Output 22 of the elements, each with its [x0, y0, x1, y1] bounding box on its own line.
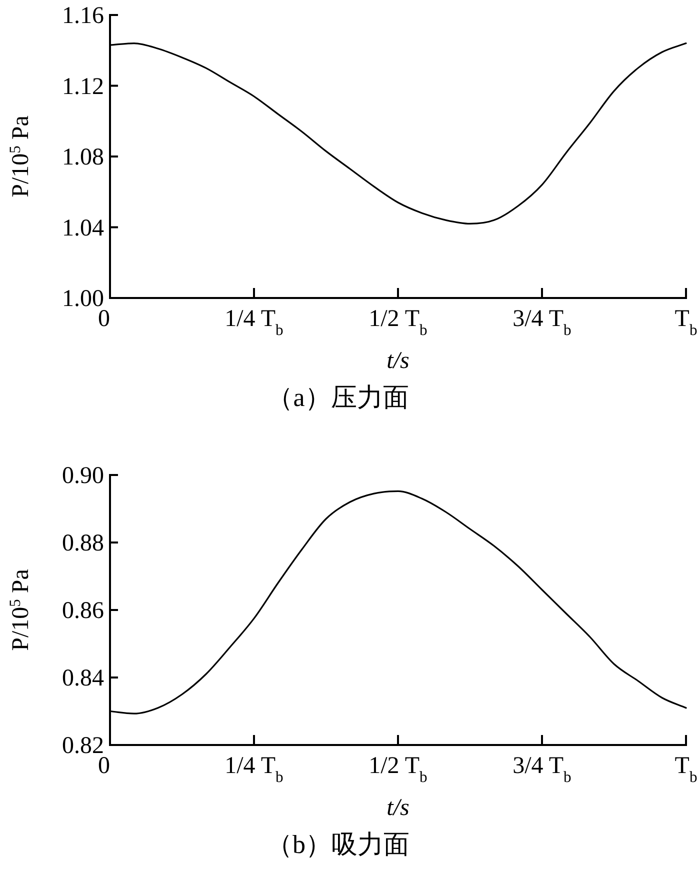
y-tick-label: 0.90 [62, 463, 104, 489]
x-tick-label: T$_{b}$ [674, 306, 698, 338]
x-tick-label: 1/4 T$_{b}$ [224, 753, 284, 786]
text: （b）吸力面 [266, 830, 410, 859]
y-tick-label: 0.86 [62, 598, 104, 624]
x-tick-label: 3/4 T$_{b}$ [512, 306, 572, 338]
x-tick-label: 1/2 T$_{b}$ [368, 306, 428, 338]
y-tick-label: 0.88 [62, 530, 104, 556]
y-tick-label: 1.12 [62, 74, 104, 100]
x-tick-label: 1/2 T$_{b}$ [368, 753, 428, 786]
x-tick-label: 3/4 T$_{b}$ [512, 753, 572, 786]
y-tick-label: 1.04 [62, 215, 104, 242]
x-axis-title: t/s [386, 348, 410, 374]
y-tick-label: 0.84 [62, 666, 104, 692]
x-tick-label: 0 [98, 306, 110, 332]
text: （a）压力面 [267, 383, 409, 412]
x-tick-label: T$_{b}$ [674, 753, 698, 786]
x-tick-label: 0 [98, 753, 110, 779]
x-tick-label: 1/4 T$_{b}$ [224, 306, 284, 338]
y-tick-label: 1.16 [62, 3, 104, 29]
y-tick-label: 1.08 [62, 144, 104, 170]
x-axis-title: t/s [386, 795, 410, 821]
